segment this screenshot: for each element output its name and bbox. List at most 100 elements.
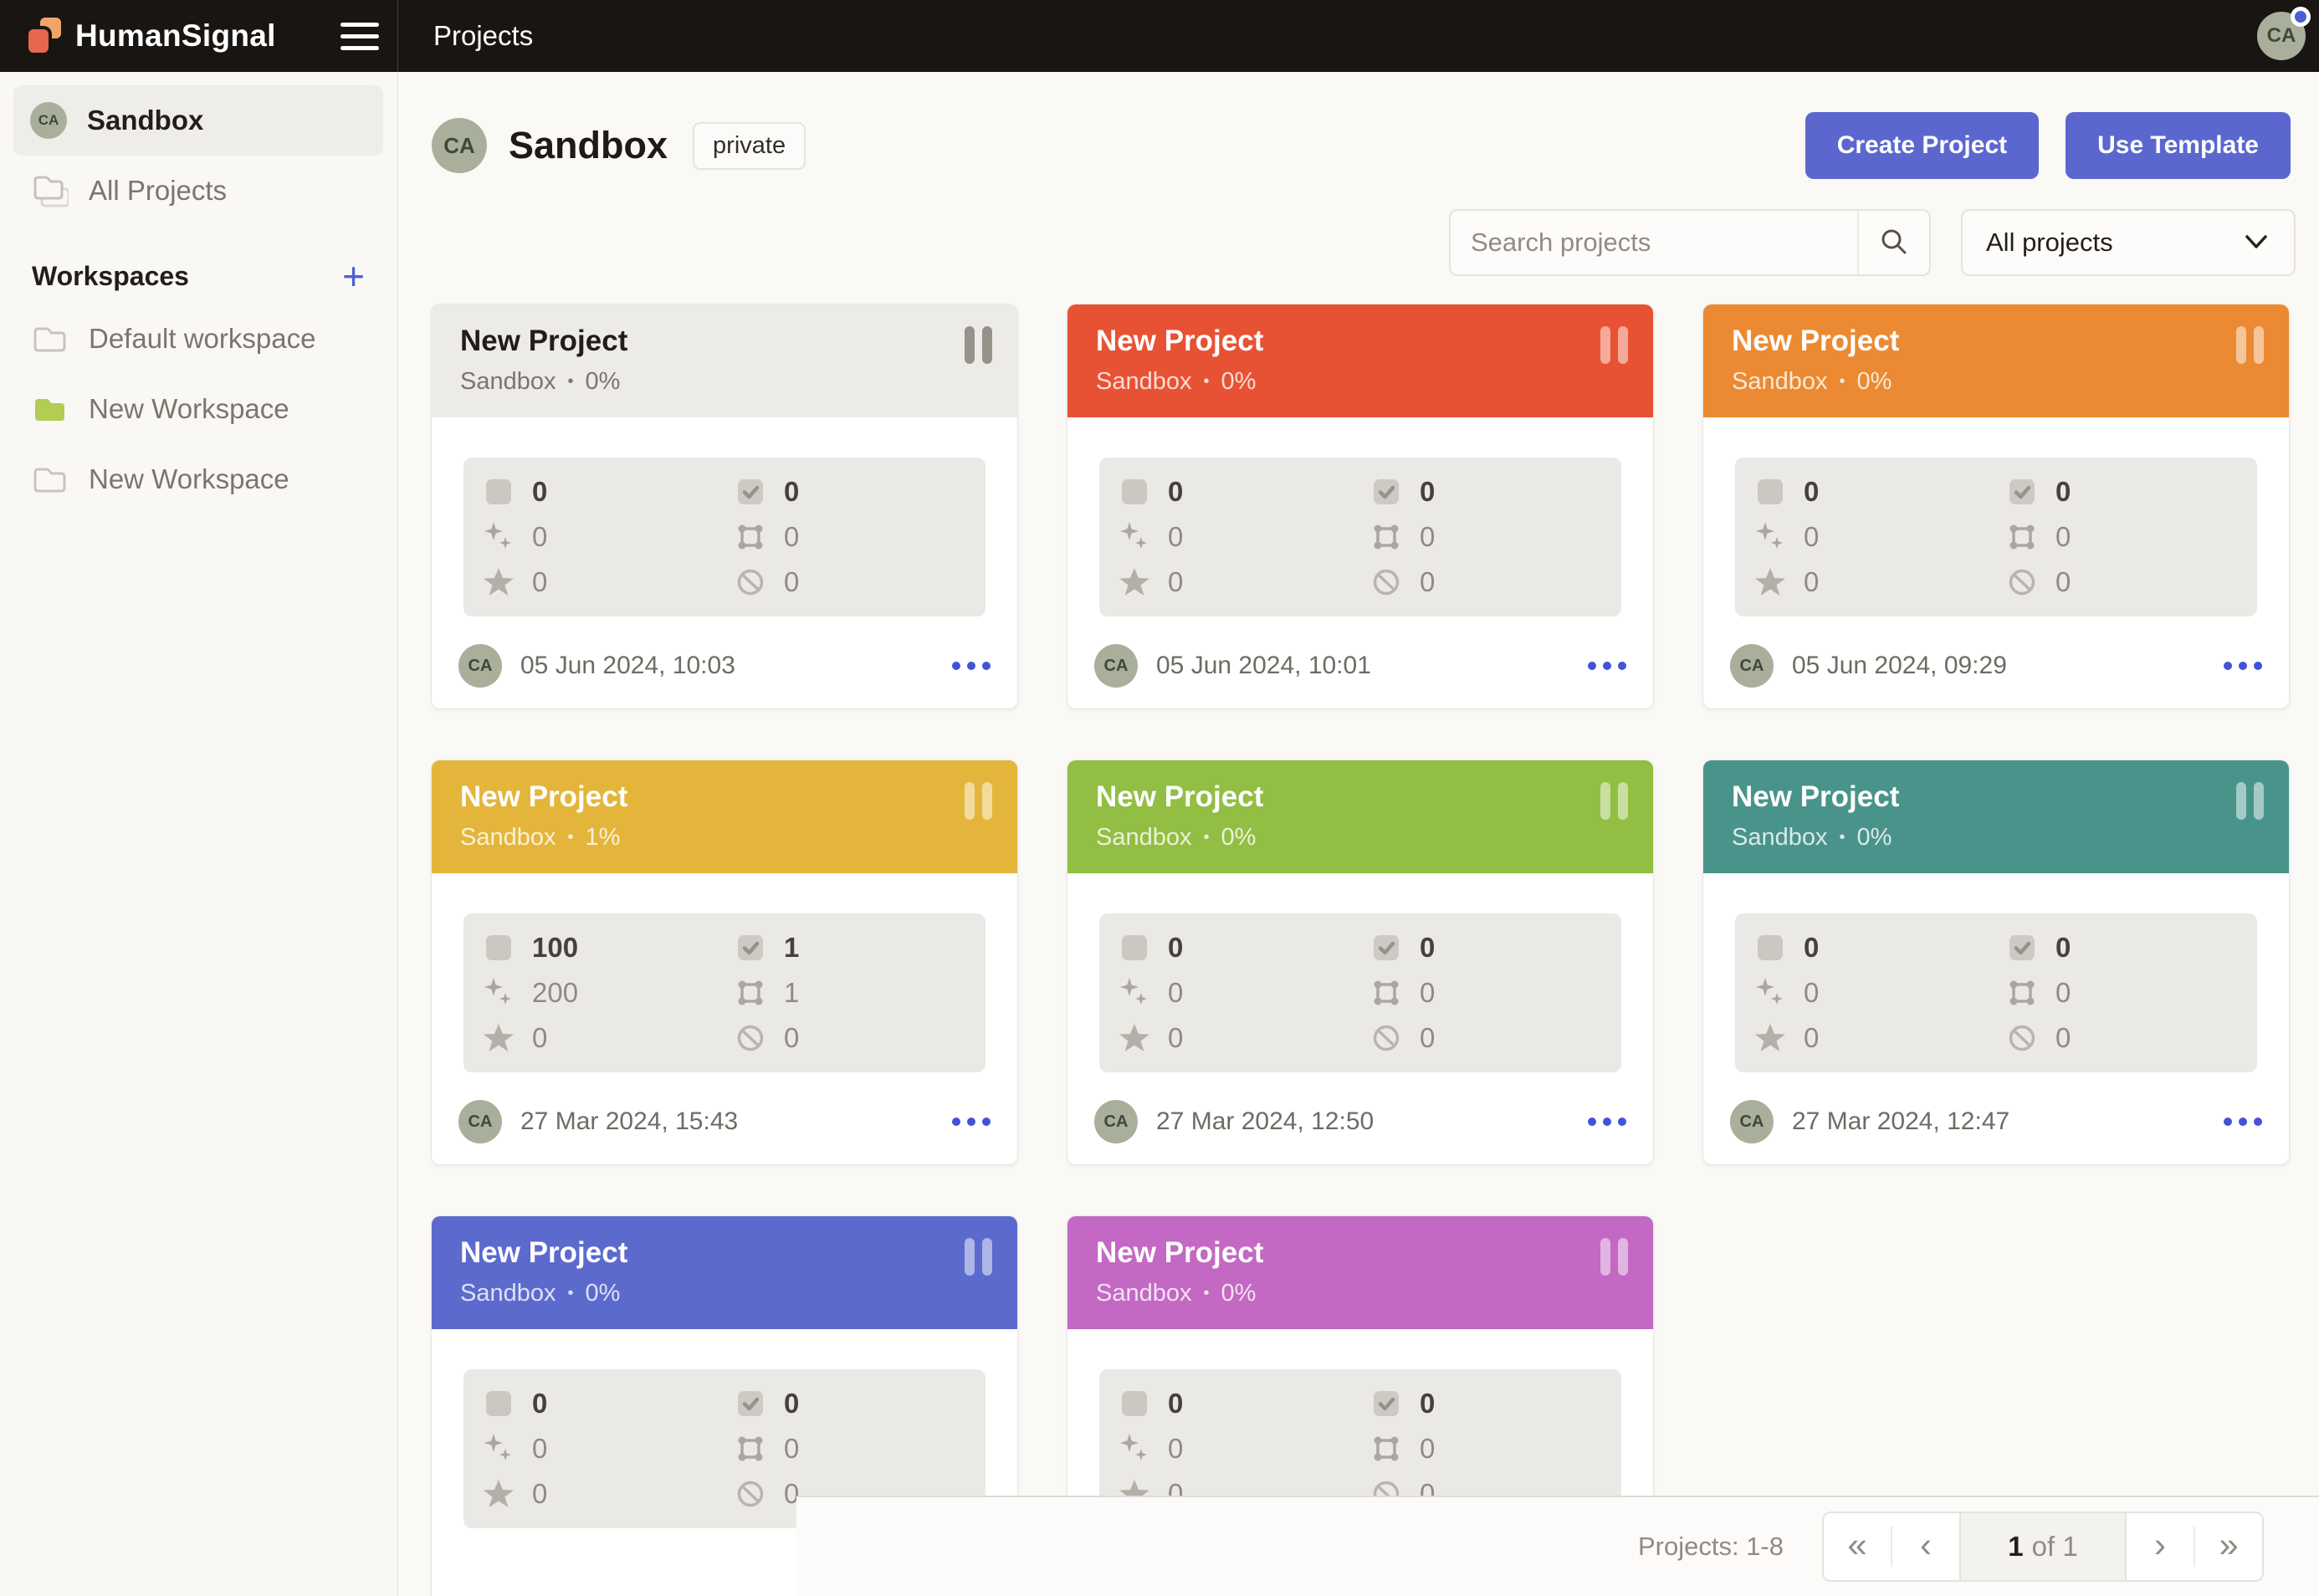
- annotations-bbox-icon: [2005, 976, 2039, 1010]
- sidebar-item-sandbox[interactable]: CA Sandbox: [13, 85, 383, 156]
- pager-divider: [2194, 1527, 2195, 1567]
- owner-avatar: CA: [1730, 1100, 1774, 1143]
- completed-check-icon: [1369, 931, 1403, 964]
- sidebar-item-new-workspace-1[interactable]: New Workspace: [13, 374, 383, 444]
- stat-tasks: 0: [482, 1387, 734, 1420]
- project-card[interactable]: New Project Sandbox • 0% 0: [432, 304, 1017, 708]
- created-date: 05 Jun 2024, 10:01: [1156, 652, 1371, 679]
- project-stats-panel: 100 1: [463, 913, 985, 1072]
- card-menu-button[interactable]: [952, 653, 991, 678]
- first-page-button[interactable]: «: [1824, 1513, 1891, 1580]
- stat-predictions-value: 0: [1168, 521, 1184, 552]
- stat-completed-value: 0: [784, 476, 800, 507]
- stat-ground-truths: 0: [1118, 565, 1369, 599]
- ground-truth-star-icon: [482, 1477, 515, 1511]
- use-template-button[interactable]: Use Template: [2066, 112, 2291, 179]
- create-project-button[interactable]: Create Project: [1805, 112, 2040, 179]
- stat-completed: 0: [1369, 931, 1621, 964]
- user-avatar[interactable]: CA: [2257, 7, 2311, 60]
- stat-predictions: 0: [482, 520, 734, 554]
- pause-icon: [1600, 326, 1628, 364]
- prev-page-button[interactable]: ‹: [1892, 1513, 1959, 1580]
- project-card-body: 0 0: [1067, 913, 1653, 1143]
- stat-ground-truths-value: 0: [1804, 1022, 1820, 1053]
- stat-skipped: 0: [1369, 565, 1621, 599]
- project-card-body: 100 1: [432, 913, 1017, 1143]
- stat-ground-truths: 0: [482, 565, 734, 599]
- skipped-slash-icon: [1369, 565, 1403, 599]
- current-page-number: 1: [2008, 1531, 2024, 1562]
- menu-toggle-icon[interactable]: [340, 22, 379, 50]
- stat-annotations: 0: [2005, 976, 2257, 1010]
- last-page-button[interactable]: »: [2195, 1513, 2262, 1580]
- stat-completed-value: 0: [2055, 476, 2071, 507]
- stat-tasks-value: 0: [532, 1388, 548, 1419]
- project-workspace-label: Sandbox: [1096, 368, 1192, 395]
- pager-control: « ‹ 1 of 1 › »: [1822, 1512, 2264, 1582]
- project-card[interactable]: New Project Sandbox • 0% 0: [1067, 760, 1653, 1164]
- owner-avatar: CA: [458, 644, 502, 688]
- project-stats-panel: 0 0: [463, 458, 985, 616]
- created-date: 27 Mar 2024, 12:47: [1792, 1107, 2010, 1135]
- project-card[interactable]: New Project Sandbox • 0% 0: [1067, 304, 1653, 708]
- card-menu-button[interactable]: [1588, 1109, 1626, 1134]
- projects-filter-dropdown[interactable]: All projects: [1961, 209, 2296, 276]
- stat-skipped: 0: [2005, 565, 2257, 599]
- skipped-slash-icon: [734, 1477, 767, 1511]
- stat-ground-truths-value: 0: [532, 1478, 548, 1509]
- add-workspace-button[interactable]: +: [342, 254, 365, 299]
- stat-completed-value: 0: [784, 1388, 800, 1419]
- stat-tasks-value: 0: [1804, 476, 1820, 507]
- card-menu-button[interactable]: [1588, 653, 1626, 678]
- annotations-bbox-icon: [734, 520, 767, 554]
- project-card[interactable]: New Project Sandbox • 0% 0: [1703, 304, 2289, 708]
- main-content: CA Sandbox private Create Project Use Te…: [398, 72, 2319, 1596]
- stat-ground-truths-value: 0: [1168, 1022, 1184, 1053]
- card-menu-button[interactable]: [2224, 1109, 2262, 1134]
- sidebar-item-default-workspace[interactable]: Default workspace: [13, 304, 383, 374]
- project-title: New Project: [1732, 780, 1900, 813]
- pager-divider: [1891, 1527, 1892, 1567]
- stat-ground-truths-value: 0: [532, 566, 548, 597]
- stat-predictions: 0: [1753, 976, 2005, 1010]
- folder-icon: [30, 322, 69, 356]
- sidebar-item-default-workspace-label: Default workspace: [89, 323, 316, 354]
- sidebar-item-new-workspace-2[interactable]: New Workspace: [13, 444, 383, 514]
- stat-annotations-value: 0: [2055, 977, 2071, 1008]
- topbar-user-section: CA: [2257, 7, 2319, 60]
- stacked-folders-icon: [30, 172, 69, 209]
- stat-tasks: 100: [482, 931, 734, 964]
- created-date: 27 Mar 2024, 12:50: [1156, 1107, 1375, 1135]
- project-card[interactable]: New Project Sandbox • 0% 0: [1703, 760, 2289, 1164]
- stat-annotations-value: 1: [784, 977, 800, 1008]
- stat-skipped-value: 0: [1420, 566, 1436, 597]
- stat-completed: 0: [1369, 475, 1621, 509]
- stat-skipped: 0: [1369, 1021, 1621, 1055]
- search-input[interactable]: [1451, 211, 1857, 274]
- project-title: New Project: [1096, 325, 1264, 357]
- predictions-sparkles-icon: [1118, 976, 1151, 1010]
- annotations-bbox-icon: [1369, 1432, 1403, 1466]
- stat-completed: 0: [2005, 475, 2257, 509]
- annotations-bbox-icon: [734, 1432, 767, 1466]
- stat-predictions: 0: [1118, 1432, 1369, 1466]
- sidebar-item-all-projects[interactable]: All Projects: [13, 156, 383, 226]
- project-workspace-label: Sandbox: [1096, 1280, 1192, 1307]
- card-menu-button[interactable]: [2224, 653, 2262, 678]
- project-progress: 0%: [1856, 824, 1892, 851]
- stat-predictions-value: 0: [532, 521, 548, 552]
- predictions-sparkles-icon: [1753, 976, 1787, 1010]
- predictions-sparkles-icon: [482, 976, 515, 1010]
- project-card-body: 0 0: [1703, 913, 2289, 1143]
- next-page-button[interactable]: ›: [2127, 1513, 2194, 1580]
- stat-tasks-value: 100: [532, 932, 579, 963]
- humansignal-logo[interactable]: HumanSignal: [25, 17, 276, 55]
- user-avatar-initials: CA: [2266, 24, 2296, 47]
- project-subtitle: Sandbox • 0%: [1096, 1280, 1625, 1307]
- card-menu-button[interactable]: [952, 1109, 991, 1134]
- stat-completed-value: 0: [2055, 932, 2071, 963]
- predictions-sparkles-icon: [482, 1432, 515, 1466]
- notification-dot-icon: [2291, 7, 2311, 27]
- project-card[interactable]: New Project Sandbox • 1% 100: [432, 760, 1017, 1164]
- search-button[interactable]: [1857, 211, 1929, 274]
